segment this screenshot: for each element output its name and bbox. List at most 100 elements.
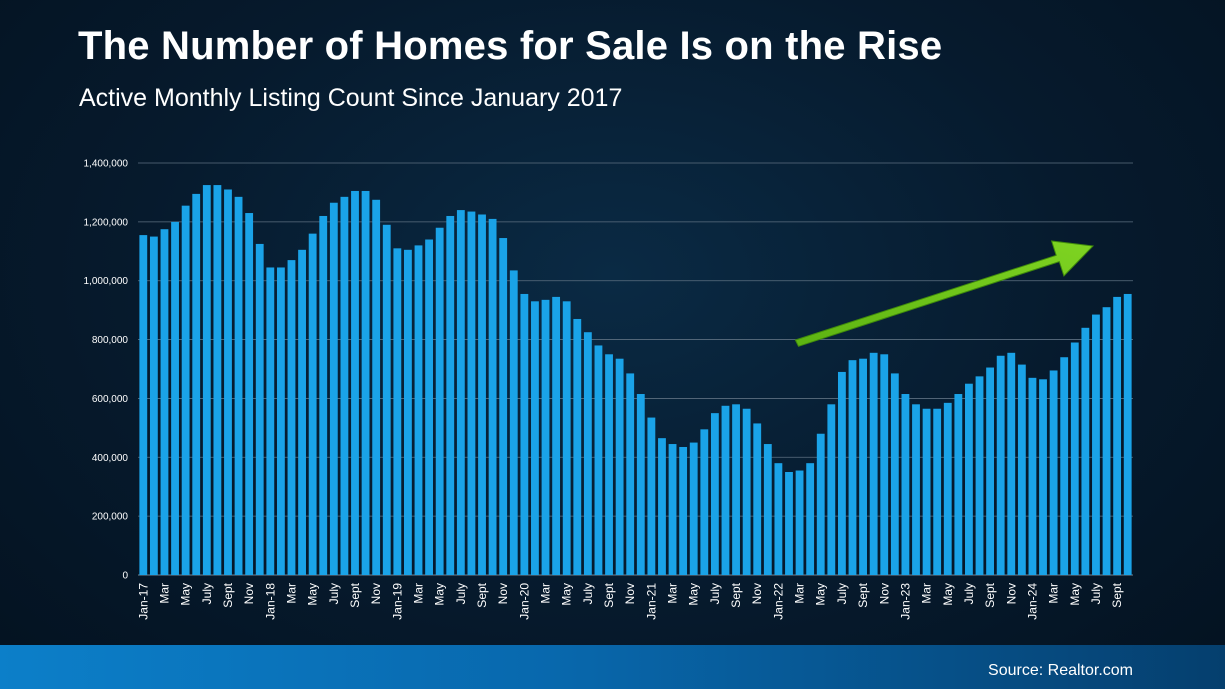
x-tick-label: May <box>433 583 447 606</box>
x-tick-label: Sept <box>729 582 743 607</box>
bar <box>753 423 762 575</box>
bar <box>266 267 275 575</box>
bar <box>615 358 624 575</box>
bar <box>827 404 836 575</box>
x-tick-label: Jan-17 <box>136 583 150 620</box>
bar <box>954 394 963 575</box>
bar <box>171 221 179 576</box>
chart-title: The Number of Homes for Sale Is on the R… <box>78 24 943 68</box>
x-tick-label: Sept <box>856 582 870 607</box>
bar <box>160 229 169 575</box>
bar <box>848 360 857 575</box>
bar <box>319 215 328 575</box>
bar <box>478 214 486 575</box>
x-tick-label: Sept <box>983 582 997 607</box>
x-tick-label: Sept <box>602 582 616 607</box>
x-tick-label: Nov <box>623 583 637 604</box>
bar <box>710 413 719 575</box>
x-tick-label: Nov <box>496 583 510 604</box>
bar <box>626 373 635 575</box>
bar <box>785 472 793 575</box>
x-tick-label: May <box>306 583 320 606</box>
y-tick-label: 1,000,000 <box>84 276 129 287</box>
bar <box>298 249 306 575</box>
bar <box>996 355 1005 575</box>
trend-arrow <box>794 240 1095 347</box>
bar <box>795 470 804 575</box>
bar <box>351 190 359 575</box>
bar <box>202 185 211 575</box>
x-tick-label: Mar <box>920 583 934 604</box>
bar <box>869 352 878 575</box>
y-tick-label: 1,200,000 <box>84 217 129 228</box>
bar <box>488 218 497 575</box>
bar <box>192 193 201 575</box>
bar <box>404 249 412 575</box>
bar <box>901 394 910 575</box>
bar <box>276 267 285 575</box>
bar <box>552 296 561 575</box>
source-label: Source: Realtor.com <box>988 662 1133 679</box>
x-tick-label: Nov <box>750 583 764 604</box>
bar-chart: 0 200,000 400,000 600,000 800,000 1,000,000 1,… <box>84 159 1133 619</box>
bar <box>446 215 455 575</box>
x-tick-label: Sept <box>1110 582 1124 607</box>
y-tick-label: 1,400,000 <box>84 159 129 170</box>
x-tick-label: Mar <box>793 583 807 604</box>
y-tick-label: 0 <box>122 571 128 582</box>
x-tick-label: Mar <box>539 583 553 604</box>
bar <box>509 270 518 575</box>
x-tick-label: May <box>560 583 574 606</box>
bar <box>859 358 867 575</box>
x-tick-label: May <box>687 583 701 606</box>
bar <box>922 408 931 575</box>
x-tick-label: Sept <box>475 582 489 607</box>
x-tick-label: May <box>179 583 193 606</box>
x-tick-label: Nov <box>1004 583 1018 604</box>
y-tick-label: 600,000 <box>92 394 129 405</box>
bar <box>467 211 476 575</box>
bar <box>658 438 666 575</box>
bar <box>647 417 656 575</box>
gridlines <box>138 162 1133 576</box>
x-tick-label: Mar <box>1047 583 1061 604</box>
bar <box>1049 370 1058 575</box>
bar <box>679 446 688 575</box>
bar <box>943 402 952 575</box>
x-tick-label: Sept <box>221 582 235 607</box>
y-tick-label: 200,000 <box>92 512 129 523</box>
bar <box>816 433 825 575</box>
bar <box>912 404 920 575</box>
trend-arrow-icon <box>794 240 1095 347</box>
bar <box>880 354 889 575</box>
bar <box>975 376 984 575</box>
bar <box>742 408 751 575</box>
bar <box>181 205 190 576</box>
bar <box>763 444 772 575</box>
bar <box>1007 352 1016 575</box>
bar <box>1028 377 1037 575</box>
bar <box>245 213 254 575</box>
x-tick-label: July <box>454 583 468 604</box>
bar <box>382 224 391 576</box>
bar <box>689 442 698 575</box>
x-tick-label: July <box>581 583 595 604</box>
x-tick-label: Mar <box>157 583 171 604</box>
y-tick-label: 800,000 <box>92 335 129 346</box>
x-tick-label: Jan-21 <box>644 583 658 620</box>
bar <box>986 367 995 575</box>
bar <box>806 463 815 575</box>
x-tick-label: Jan-20 <box>517 583 531 620</box>
bar <box>255 243 264 575</box>
bar <box>361 190 370 575</box>
bar <box>1070 342 1079 575</box>
x-axis-labels: Jan-17 Mar May July Sept Nov Jan-18 Mar May July S… <box>136 582 1124 619</box>
x-tick-label: Jan-18 <box>263 583 277 620</box>
x-tick-label: May <box>1068 583 1082 606</box>
x-tick-label: May <box>941 583 955 606</box>
y-axis-labels: 0 200,000 400,000 600,000 800,000 1,000,000 1,… <box>84 159 129 582</box>
bar <box>1113 296 1122 575</box>
x-tick-label: May <box>814 583 828 606</box>
bars <box>139 185 1132 576</box>
bar <box>668 444 677 575</box>
